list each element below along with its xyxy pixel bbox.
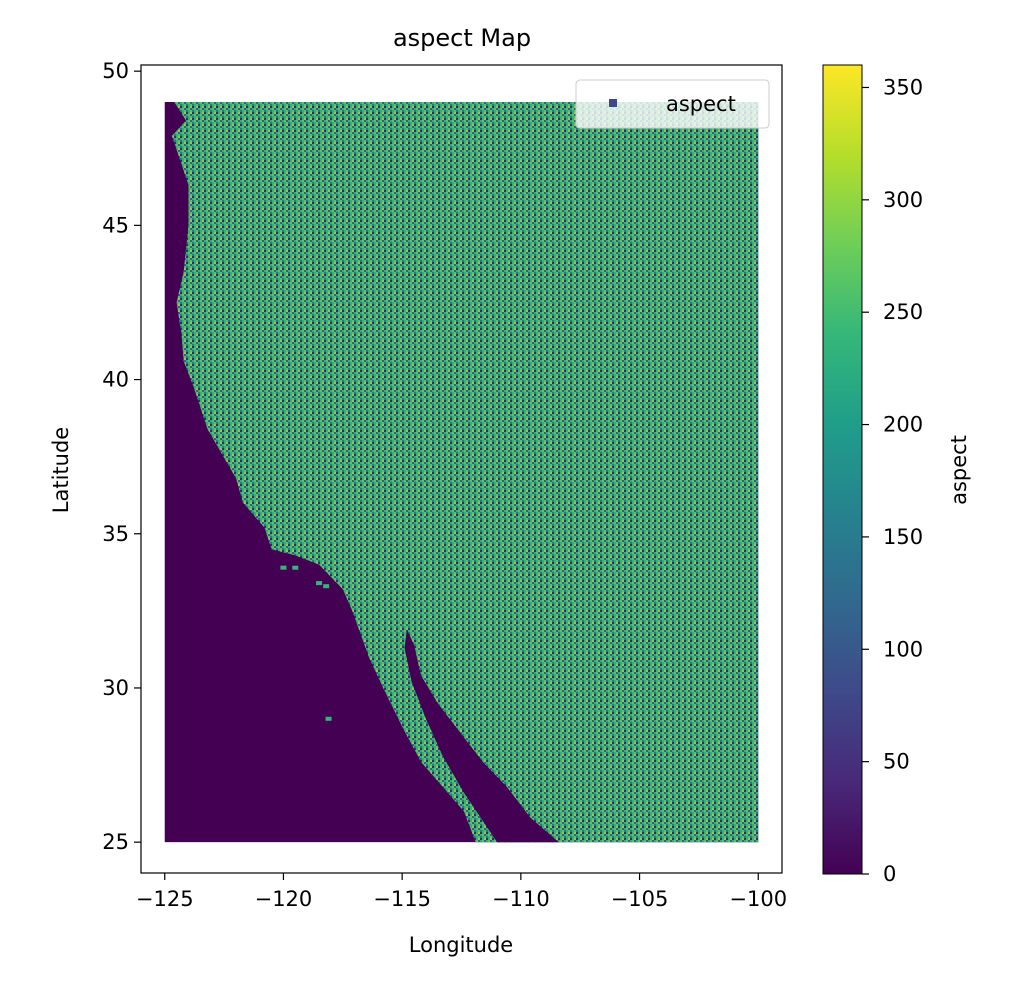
land-area [171,102,759,843]
y-axis: 25 30 35 40 45 50 [102,59,141,854]
colorbar-tick-label: 250 [883,300,923,324]
colorbar-tick-label: 0 [883,862,896,886]
colorbar-tick-label: 350 [883,75,923,99]
x-axis-label: Longitude [409,933,513,957]
colorbar-label: aspect [947,435,971,505]
gulf-of-california [404,629,559,843]
island [280,565,287,570]
colorbar-tick-label: 50 [883,750,910,774]
y-tick-label: 50 [102,59,129,83]
y-tick-label: 30 [102,676,129,700]
legend-box [575,79,770,129]
colorbar-tick-label: 100 [883,637,923,661]
colorbar-tick-label: 300 [883,188,923,212]
x-axis: −125 −120 −115 −110 −105 −100 [136,873,787,911]
y-tick-label: 45 [102,213,129,237]
x-tick-label: −105 [611,887,669,911]
colorbar: 0 50 100 150 200 250 300 350 aspect [822,64,971,886]
plot-frame [140,64,783,874]
y-axis-label: Latitude [49,427,73,513]
aspect-raster [164,102,759,843]
island [316,581,323,586]
x-tick-label: −125 [136,887,194,911]
x-tick-label: −115 [373,887,431,911]
x-tick-label: −120 [255,887,313,911]
x-tick-label: −100 [729,887,787,911]
chart-title: aspect Map [393,24,531,52]
colorbar-ticks: 0 50 100 150 200 250 300 350 [862,75,923,886]
colorbar-tick-label: 200 [883,413,923,437]
legend-marker [609,99,617,107]
colorbar-tick-label: 150 [883,525,923,549]
plot-area [140,64,783,874]
island [325,716,332,721]
island [323,584,330,589]
x-tick-label: −110 [492,887,550,911]
legend: aspect [575,79,770,129]
legend-label: aspect [666,92,736,116]
y-tick-label: 35 [102,522,129,546]
y-tick-label: 40 [102,368,129,392]
land-tint [171,102,759,843]
y-tick-label: 25 [102,830,129,854]
colorbar-gradient [822,64,863,875]
island [292,565,299,570]
